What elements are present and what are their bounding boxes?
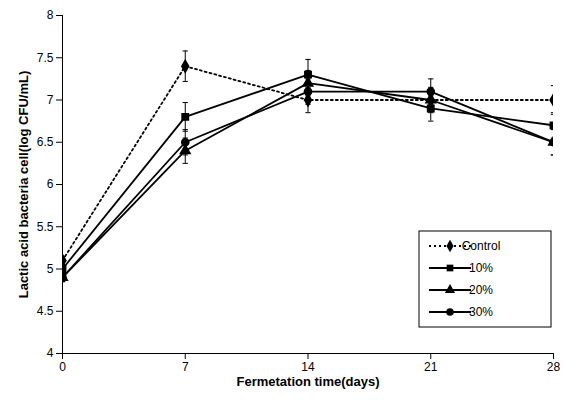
svg-text:6: 6 — [47, 177, 54, 191]
svg-text:7: 7 — [47, 93, 54, 107]
svg-text:0: 0 — [59, 360, 66, 374]
svg-text:8: 8 — [47, 8, 54, 22]
svg-text:14: 14 — [301, 360, 315, 374]
svg-text:Control: Control — [462, 239, 501, 253]
svg-text:4.5: 4.5 — [37, 304, 54, 318]
svg-text:28: 28 — [547, 360, 561, 374]
svg-text:6.5: 6.5 — [37, 135, 54, 149]
svg-text:Fermetation time(days): Fermetation time(days) — [236, 374, 379, 389]
svg-text:4: 4 — [47, 346, 54, 360]
svg-text:10%: 10% — [469, 261, 493, 275]
svg-text:5: 5 — [47, 262, 54, 276]
svg-text:7: 7 — [182, 360, 189, 374]
svg-text:21: 21 — [424, 360, 438, 374]
svg-text:30%: 30% — [469, 305, 493, 319]
svg-text:20%: 20% — [469, 283, 493, 297]
svg-text:7.5: 7.5 — [37, 51, 54, 65]
svg-text:Lactic acid bacteria cell(log: Lactic acid bacteria cell(log CFU/mL) — [16, 71, 31, 299]
svg-text:5.5: 5.5 — [37, 220, 54, 234]
